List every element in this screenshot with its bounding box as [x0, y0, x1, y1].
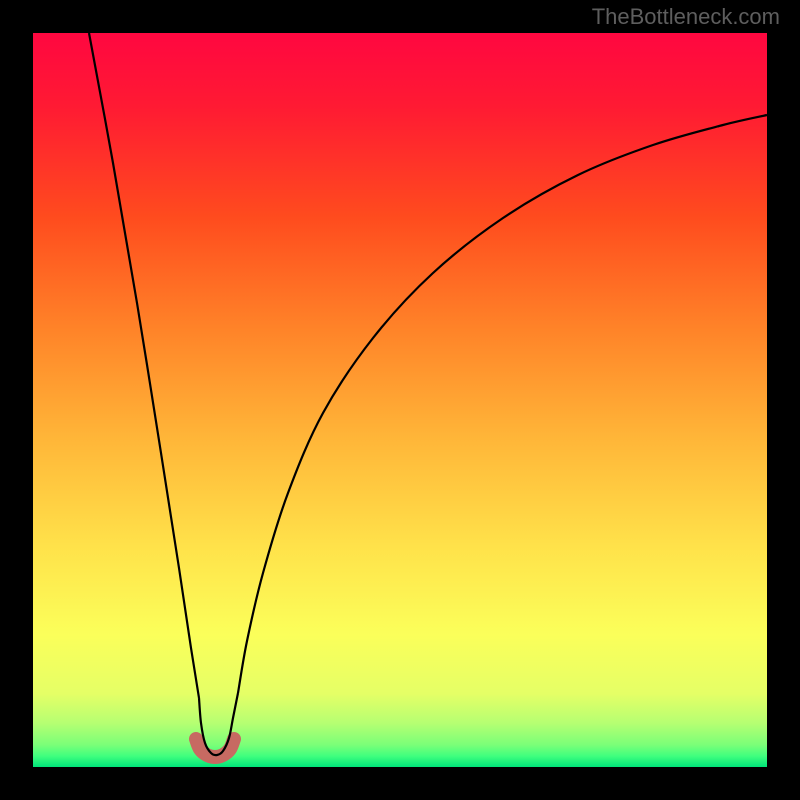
bottleneck-curve	[33, 33, 767, 767]
curve-left-limb	[89, 33, 199, 698]
chart-frame: TheBottleneck.com	[0, 0, 800, 800]
plot-area	[33, 33, 767, 767]
curve-right-limb	[238, 115, 767, 693]
attribution-text: TheBottleneck.com	[592, 4, 780, 30]
